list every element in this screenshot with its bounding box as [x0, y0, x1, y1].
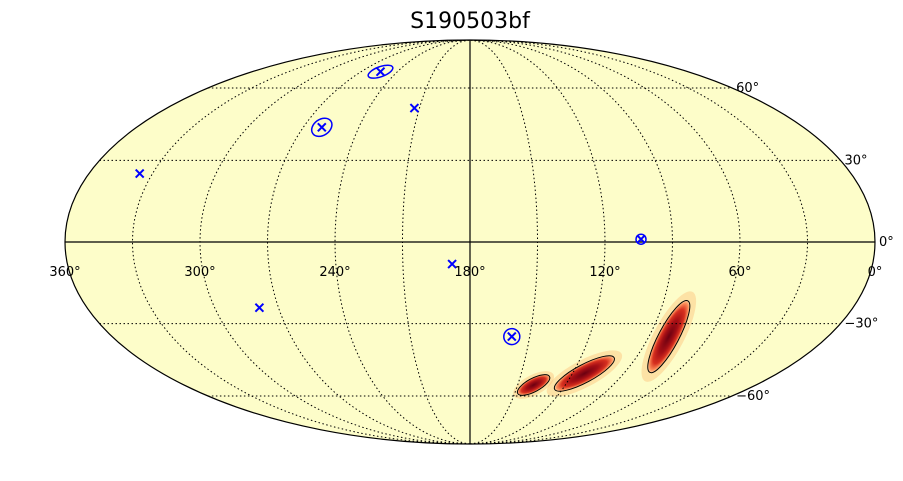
probability-region-3 — [513, 371, 555, 399]
error-ellipse — [310, 117, 333, 138]
x-marker-icon — [507, 331, 517, 342]
meridian-line — [469, 40, 538, 444]
meridian-line — [199, 40, 471, 444]
region-contour — [647, 300, 691, 374]
x-marker-icon — [317, 122, 327, 133]
candidate-markers — [134, 64, 647, 346]
error-circle — [503, 327, 521, 346]
meridian-line — [402, 40, 471, 444]
region-contour — [516, 374, 551, 396]
x-marker-icon — [409, 103, 420, 113]
ra-tick-labels: 360° 300° 240° 180° 120° 60° 0° — [49, 265, 882, 280]
dec-tick-label: 60° — [736, 81, 759, 96]
region-contour — [553, 355, 615, 392]
probability-region-1 — [641, 291, 697, 382]
candidate-marker-4 — [409, 103, 420, 113]
error-circle — [635, 233, 647, 245]
meridian-line — [469, 40, 741, 444]
ra-tick-label: 0° — [868, 265, 883, 280]
sky-outline — [64, 39, 876, 445]
meridian-line — [469, 40, 674, 444]
dec-tick-label: 30° — [845, 153, 868, 168]
ra-tick-label: 180° — [454, 265, 485, 280]
x-marker-icon — [447, 259, 457, 269]
candidate-marker-7 — [503, 327, 521, 346]
ra-tick-label: 120° — [589, 265, 620, 280]
graticule-grid — [65, 40, 875, 444]
error-ellipse — [367, 64, 394, 79]
x-marker-icon — [134, 168, 145, 179]
x-marker-icon — [375, 66, 386, 77]
candidate-marker-8 — [635, 233, 647, 245]
candidate-marker-2 — [367, 64, 394, 79]
ra-tick-label: 360° — [49, 265, 80, 280]
ra-tick-label: 240° — [319, 265, 350, 280]
probability-regions — [513, 291, 697, 399]
dec-tick-label: 0° — [879, 235, 894, 250]
candidate-marker-3 — [310, 117, 333, 138]
dec-tick-labels: 60° 30° 0° −30° −60° — [736, 81, 894, 404]
dec-tick-label: −60° — [736, 389, 770, 404]
x-marker-icon — [636, 234, 646, 244]
candidate-marker-1 — [134, 168, 145, 179]
chart-title: S190503bf — [410, 9, 531, 34]
dec-tick-label: −30° — [845, 317, 879, 332]
ra-tick-label: 60° — [728, 265, 751, 280]
candidate-marker-6 — [254, 302, 265, 313]
candidate-marker-5 — [447, 259, 457, 269]
ra-tick-label: 300° — [184, 265, 215, 280]
x-marker-icon — [254, 302, 265, 313]
meridian-line — [266, 40, 471, 444]
